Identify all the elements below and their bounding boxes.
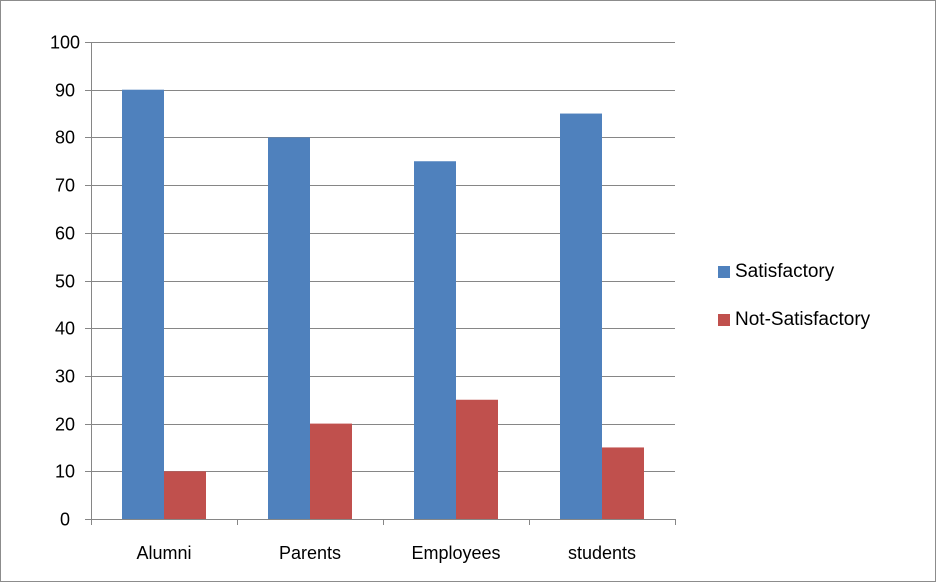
bar-not-satisfactory-alumni [164, 471, 206, 519]
axes [85, 42, 676, 525]
y-tick-label-70: 70 [55, 176, 75, 196]
y-tick-label-40: 40 [55, 319, 75, 339]
y-tick-label-20: 20 [55, 415, 75, 435]
legend-swatch-not-satisfactory [718, 314, 730, 326]
y-tick-label-0: 0 [60, 510, 70, 530]
y-tick-label-60: 60 [55, 224, 75, 244]
x-tick-label-parents: Parents [279, 543, 341, 563]
bar-satisfactory-students [560, 113, 602, 520]
x-tick-label-alumni: Alumni [136, 543, 191, 563]
x-tick-label-employees: Employees [411, 543, 500, 563]
x-tick-label-students: students [568, 543, 636, 563]
gridlines [91, 42, 675, 472]
legend-item-not-satisfactory: Not-Satisfactory [718, 307, 870, 333]
bar-not-satisfactory-students [602, 447, 644, 519]
y-tick-label-30: 30 [55, 367, 75, 387]
bar-not-satisfactory-employees [456, 399, 498, 519]
x-tick-labels: Alumni Parents Employees students [136, 543, 636, 563]
bar-not-satisfactory-parents [310, 423, 352, 519]
legend-item-satisfactory: Satisfactory [718, 259, 870, 285]
bar-satisfactory-alumni [122, 89, 164, 519]
bar-satisfactory-employees [414, 161, 456, 519]
y-tick-label-80: 80 [55, 128, 75, 148]
y-tick-label-100: 100 [50, 33, 80, 53]
legend-swatch-satisfactory [718, 266, 730, 278]
y-tick-labels: 0 10 20 30 40 50 60 70 80 90 100 [50, 33, 80, 530]
y-tick-label-90: 90 [55, 81, 75, 101]
bars [122, 89, 644, 520]
legend: Satisfactory Not-Satisfactory [718, 259, 870, 355]
y-tick-label-10: 10 [55, 462, 75, 482]
legend-label-not-satisfactory: Not-Satisfactory [735, 309, 871, 330]
legend-label-satisfactory: Satisfactory [735, 261, 835, 282]
y-tick-label-50: 50 [55, 272, 75, 292]
bar-satisfactory-parents [268, 137, 310, 519]
